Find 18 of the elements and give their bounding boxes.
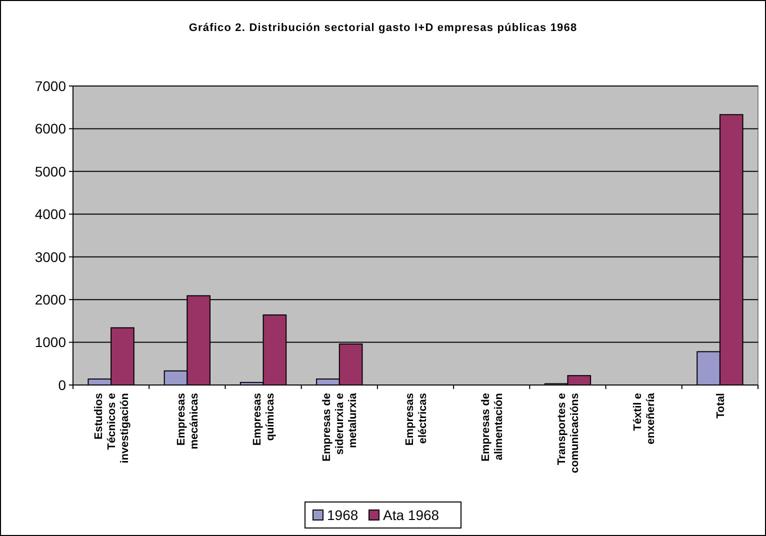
x-tick-label: Empresas químicas [252, 393, 277, 446]
x-tick-label: Empresas de siderurxia e metalurxia [321, 392, 360, 462]
y-tick-label: 1000 [34, 334, 66, 350]
y-tick-label: 4000 [34, 206, 66, 222]
x-tick-label: Téxtil e enxeñería [632, 392, 658, 444]
y-tick-label: 5000 [34, 163, 66, 180]
x-tick-label: Total [714, 393, 727, 418]
chart-title: Gráfico 2. Distribución sectorial gasto I+D empresas públicas 1968 [188, 22, 578, 34]
y-tick-label: 7000 [34, 78, 66, 94]
x-tick-label: Empresas mecánicas [176, 393, 201, 450]
y-tick-label: 2000 [34, 291, 66, 308]
legend-label: 1968 [327, 506, 358, 523]
legend-label: Ata 1968 [383, 506, 440, 523]
y-tick-label: 0 [58, 376, 66, 393]
x-tick-label: Estudios Técnicos e investigación [92, 392, 131, 464]
y-tick-label: 6000 [34, 120, 66, 137]
y-tick-label: 3000 [34, 248, 66, 265]
x-tick-label: Empresas eléctricas [404, 393, 429, 446]
